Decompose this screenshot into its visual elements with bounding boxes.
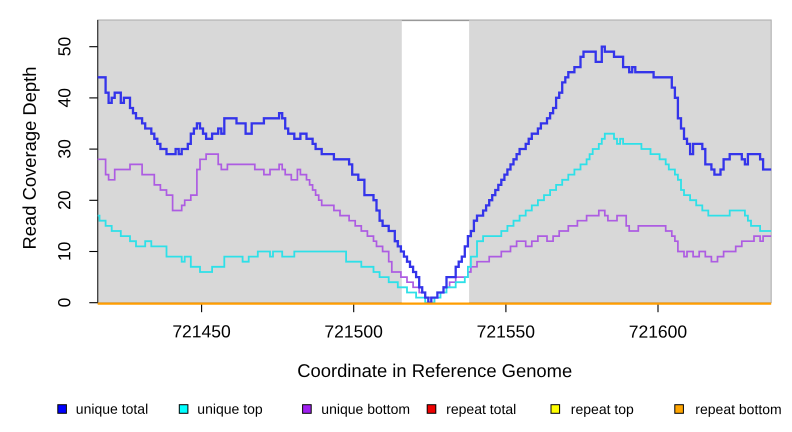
svg-text:30: 30 (54, 139, 74, 159)
svg-text:Coordinate in Reference Genome: Coordinate in Reference Genome (297, 360, 572, 381)
svg-text:Read Coverage Depth: Read Coverage Depth (19, 67, 40, 250)
svg-text:721450: 721450 (172, 321, 231, 341)
svg-text:10: 10 (54, 241, 74, 261)
svg-text:unique total: unique total (76, 401, 148, 417)
svg-text:0: 0 (54, 297, 74, 307)
svg-text:repeat top: repeat top (571, 401, 634, 417)
svg-text:20: 20 (54, 190, 74, 210)
svg-text:repeat bottom: repeat bottom (695, 401, 781, 417)
svg-text:unique top: unique top (197, 401, 263, 417)
svg-text:721550: 721550 (477, 322, 536, 342)
svg-text:40: 40 (54, 88, 74, 108)
svg-text:721600: 721600 (629, 322, 688, 342)
svg-text:unique bottom: unique bottom (321, 401, 410, 417)
svg-text:721500: 721500 (324, 321, 383, 341)
svg-text:50: 50 (54, 37, 74, 57)
svg-text:repeat total: repeat total (446, 401, 516, 417)
